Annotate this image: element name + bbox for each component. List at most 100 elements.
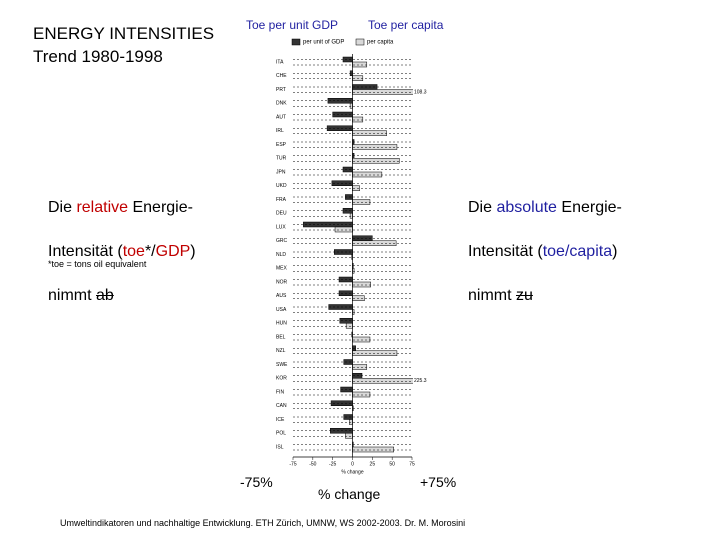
text-line: Intensität (toe/capita): [468, 241, 622, 263]
text: */: [144, 243, 156, 260]
bar: [352, 144, 398, 150]
category-label: HUN: [276, 321, 287, 327]
text-line: Die relative Energie-: [48, 197, 196, 219]
text: ab: [96, 287, 114, 304]
text-line: Intensität (toe*/GDP): [48, 241, 196, 263]
x-tick-label: 25: [370, 461, 376, 467]
category-label: MEX: [276, 266, 288, 272]
text: relative: [76, 199, 129, 216]
category-label: PRT: [276, 87, 286, 93]
category-label: SWE: [276, 362, 288, 368]
category-label: AUT: [276, 114, 286, 120]
text: Intensität (: [468, 243, 543, 260]
bar: [345, 323, 353, 329]
text: ): [612, 243, 618, 260]
x-tick-label: -75: [289, 461, 296, 467]
x-tick-label: 50: [389, 461, 395, 467]
category-label: IRL: [276, 128, 284, 134]
x-tick-label: -50: [309, 461, 316, 467]
bar: [349, 213, 353, 219]
category-label: USA: [276, 307, 287, 313]
x-tick-label: 0: [351, 461, 354, 467]
text: GDP: [155, 243, 191, 260]
category-label: JPN: [276, 169, 286, 175]
header-gdp: Toe per unit GDP: [246, 18, 339, 32]
bar: [349, 419, 353, 425]
bar: [327, 98, 353, 104]
bar: [352, 446, 395, 453]
right-text: Die absolute Energie- Intensität (toe/ca…: [468, 175, 622, 329]
footnote: *toe = tons oil equivalent: [48, 259, 147, 269]
bar: [352, 336, 371, 343]
bar: [352, 364, 368, 370]
bar: [352, 378, 413, 384]
axis-center-label: % change: [318, 486, 381, 502]
footer: Umweltindikatoren und nachhaltige Entwic…: [60, 518, 466, 528]
left-text: Die relative Energie- Intensität (toe*/G…: [48, 175, 196, 329]
bar: [349, 103, 353, 109]
bar: [352, 199, 371, 205]
axis-max-label: +75%: [420, 474, 457, 490]
bar: [352, 391, 371, 398]
text: toe: [122, 243, 145, 260]
category-label: KOR: [276, 376, 287, 382]
bar: [352, 185, 360, 191]
axis-min-label: -75%: [240, 474, 273, 490]
category-label: FRA: [276, 197, 287, 203]
value-label: 225.3: [414, 378, 427, 384]
plot-area: [303, 56, 413, 453]
legend-swatch: [291, 38, 301, 46]
text: Die: [48, 199, 77, 216]
bar: [342, 56, 353, 63]
x-tick-label: -25: [329, 461, 336, 467]
bar: [345, 433, 353, 439]
text: toe/capita: [542, 243, 613, 260]
text-line: nimmt zu: [468, 285, 622, 307]
category-label: ITA: [276, 59, 284, 65]
category-label: UKD: [276, 183, 287, 189]
category-label: LUX: [276, 224, 286, 230]
text-line: nimmt ab: [48, 285, 196, 307]
bar: [352, 130, 387, 136]
category-label: BEL: [276, 334, 286, 340]
category-label: NLD: [276, 252, 286, 258]
text: Energie-: [556, 199, 622, 216]
bar: [352, 281, 371, 288]
bar: [342, 208, 353, 214]
header-capita: Toe per capita: [368, 18, 444, 32]
bar: [352, 350, 398, 356]
category-label: FIN: [276, 389, 284, 395]
text: nimmt: [468, 287, 516, 304]
text: Die: [468, 199, 497, 216]
text: nimmt: [48, 287, 96, 304]
category-label: ISL: [276, 444, 284, 450]
bar: [352, 171, 383, 178]
bar: [328, 304, 353, 310]
category-label: DNK: [276, 101, 287, 107]
value-label: 108.3: [414, 89, 427, 95]
legend-label: per unit of GDP: [303, 40, 344, 46]
category-label: AUS: [276, 293, 287, 299]
x-axis-label: % change: [341, 469, 363, 475]
text: Energie-: [128, 199, 193, 216]
x-tick-label: 75: [409, 461, 415, 467]
category-label: NZL: [276, 348, 286, 354]
legend-swatch: [355, 38, 365, 46]
category-label: DEU: [276, 211, 287, 217]
bar: [352, 158, 400, 164]
category-label: TUR: [276, 156, 287, 162]
text-line: Die absolute Energie-: [468, 197, 622, 219]
text: Intensität (: [48, 243, 123, 260]
bar: [342, 166, 353, 173]
category-label: ICE: [276, 417, 285, 423]
category-label: POL: [276, 431, 286, 437]
bar: [352, 75, 364, 81]
subtitle: Trend 1980-1998: [33, 47, 163, 66]
legend-label: per capita: [367, 40, 394, 46]
category-label: CAN: [276, 403, 287, 409]
bar: [352, 295, 365, 301]
bar: [352, 61, 368, 68]
text: ): [190, 243, 196, 260]
